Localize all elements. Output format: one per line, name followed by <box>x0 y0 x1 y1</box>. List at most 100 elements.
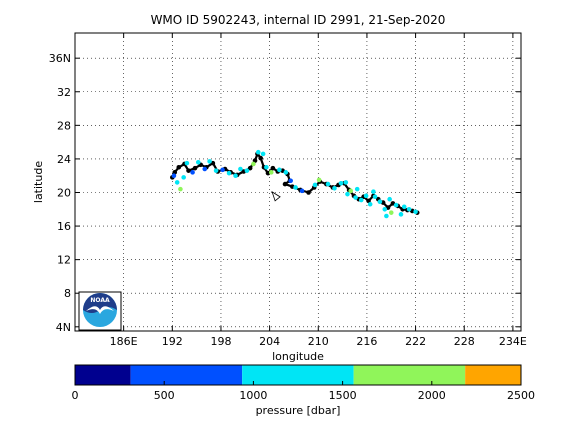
profile-point <box>299 188 305 194</box>
profile-point <box>371 189 376 194</box>
profile-point <box>220 167 225 173</box>
x-tick-label: 210 <box>308 335 329 348</box>
track-point <box>192 165 198 171</box>
colorbar-tick-label: 2500 <box>507 389 535 402</box>
x-tick-label: 222 <box>405 335 426 348</box>
y-axis-label: latitude <box>32 161 45 203</box>
profile-point <box>174 180 180 185</box>
y-tick-label: 36N <box>49 52 71 65</box>
profile-point <box>264 165 269 170</box>
profile-point <box>195 159 201 165</box>
profile-point <box>268 170 274 175</box>
profile-point <box>348 188 354 194</box>
grid-lines <box>75 33 521 331</box>
y-tick-label: 24 <box>57 153 71 166</box>
profile-point <box>190 170 195 175</box>
colorbar <box>74 364 522 386</box>
profile-point <box>244 168 250 173</box>
profile-point <box>388 210 394 215</box>
float-position-point <box>271 190 281 202</box>
x-tick-label: 186E <box>110 335 138 348</box>
float-position-marker <box>271 190 281 202</box>
track-point <box>306 190 311 195</box>
profile-point <box>251 161 256 167</box>
colorbar-label: pressure [dbar] <box>256 404 341 417</box>
x-axis-ticks: 186E 192 198 204 210 216 222 228 234E <box>110 33 527 348</box>
profile-point <box>202 166 208 172</box>
x-tick-label: 216 <box>356 335 377 348</box>
profile-point <box>363 193 369 199</box>
track-point <box>282 181 288 187</box>
y-tick-label: 4N <box>56 321 71 334</box>
x-tick-label: 234E <box>499 335 527 348</box>
y-axis-ticks: 4N 8 12 16 20 24 28 32 36N <box>49 52 521 334</box>
y-tick-label: 16 <box>57 220 71 233</box>
profile-point <box>393 202 399 208</box>
x-tick-label: 228 <box>454 335 475 348</box>
y-tick-label: 32 <box>57 86 71 99</box>
profile-point <box>213 168 219 173</box>
profile-point <box>367 201 373 207</box>
profile-point <box>181 175 186 180</box>
profile-point <box>288 178 294 184</box>
profile-point <box>283 170 289 175</box>
colorbar-band <box>242 365 354 385</box>
colorbar-tick-label: 500 <box>154 389 175 402</box>
profile-point <box>255 149 261 155</box>
y-tick-label: 12 <box>57 254 71 267</box>
profile-point <box>233 173 238 179</box>
profile-point <box>354 186 360 192</box>
profile-points <box>171 149 418 219</box>
y-tick-label: 8 <box>64 287 71 300</box>
profile-point <box>343 180 349 185</box>
colorbar-tick-label: 1500 <box>329 389 357 402</box>
profile-point <box>332 185 337 191</box>
profile-point <box>345 191 350 197</box>
profile-point <box>413 209 418 215</box>
colorbar-tick-labels: 0 500 1000 1500 2000 2500 <box>72 381 535 402</box>
profile-point <box>382 206 388 212</box>
profile-point <box>171 173 177 179</box>
profile-point <box>260 151 266 157</box>
profile-point <box>372 194 378 199</box>
colorbar-band <box>465 365 521 385</box>
track-point <box>186 168 191 173</box>
logo-text: NOAA <box>90 297 110 304</box>
colorbar-tick-label: 2000 <box>418 389 446 402</box>
plot-frame <box>74 32 522 332</box>
profile-point <box>387 196 392 202</box>
y-tick-label: 28 <box>57 119 71 132</box>
colorbar-band <box>75 365 131 385</box>
plot-area: 186E 192 198 204 210 216 222 228 234E 4N 8 12 16 20 2… <box>49 32 527 348</box>
track-point <box>176 165 182 170</box>
profile-point <box>353 195 358 200</box>
profile-point <box>293 185 298 190</box>
track-point <box>258 155 263 161</box>
profile-point <box>358 197 364 203</box>
x-tick-label: 198 <box>210 335 231 348</box>
profile-point <box>184 160 190 166</box>
profile-point <box>384 213 389 219</box>
profile-point <box>325 181 331 187</box>
track-point <box>247 165 253 171</box>
noaa-logo: NOAA <box>78 291 122 331</box>
profile-point <box>406 206 412 212</box>
y-tick-label: 20 <box>57 186 71 199</box>
seagull-icon <box>86 306 114 314</box>
profile-point <box>401 204 407 210</box>
profile-point <box>226 170 232 176</box>
colorbar-band <box>353 365 466 385</box>
x-tick-label: 192 <box>162 335 183 348</box>
colorbar-tick-label: 0 <box>72 389 79 402</box>
profile-point <box>277 167 282 173</box>
chart-title: WMO ID 5902243, internal ID 2991, 21-Sep… <box>151 13 446 27</box>
profile-point <box>377 199 383 205</box>
x-axis-label: longitude <box>272 350 324 363</box>
colorbar-frame <box>74 364 522 386</box>
track-point <box>270 165 276 171</box>
profile-point <box>238 166 243 172</box>
profile-point <box>312 182 318 188</box>
profile-point <box>207 159 212 164</box>
